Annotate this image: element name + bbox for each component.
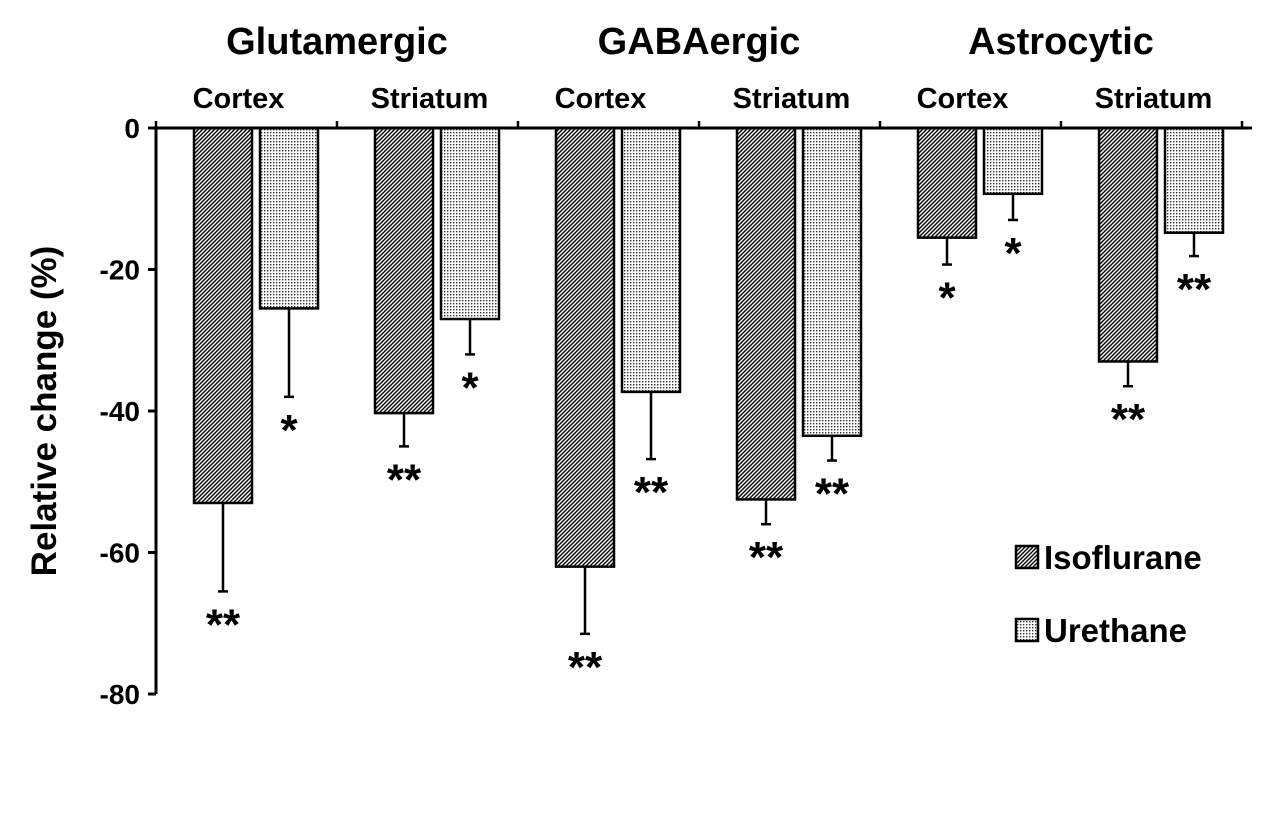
bar-isoflurane-1: [373, 126, 435, 415]
region-label: Striatum: [371, 83, 489, 115]
bar-isoflurane-2: [554, 126, 616, 568]
bar-urethane-2: [620, 126, 682, 394]
bar-isoflurane-4: [916, 126, 978, 239]
significance-marker: *: [938, 274, 956, 323]
bar-urethane-5: [1163, 126, 1225, 234]
significance-marker: *: [280, 406, 298, 455]
error-bars: [218, 193, 1199, 636]
y-tick-label: -40: [100, 396, 140, 427]
significance-marker: **: [206, 600, 241, 649]
legend-label: Isoflurane: [1044, 539, 1202, 576]
y-tick-label: -80: [100, 679, 140, 710]
bar-urethane-0: [258, 126, 320, 310]
significance-marker: **: [749, 533, 784, 582]
region-label: Striatum: [1095, 83, 1213, 115]
y-tick-label: 0: [124, 113, 140, 144]
region-labels: Cortex Striatum Cortex Striatum Cortex Striat…: [193, 83, 1213, 115]
significance-markers: *************** *****: [206, 229, 1212, 692]
region-label: Cortex: [193, 83, 285, 115]
significance-marker: **: [1111, 395, 1146, 444]
significance-marker: **: [815, 470, 850, 519]
significance-marker: **: [634, 468, 669, 517]
bar-isoflurane-0: [192, 126, 254, 505]
bar-urethane-4: [982, 126, 1044, 196]
x-axis: [154, 121, 1252, 130]
y-tick-label: -60: [100, 538, 140, 569]
legend-swatch-isoflurane: [1014, 544, 1040, 570]
group-label: Glutamergic: [226, 21, 448, 63]
group-labels: Glutamergic GABAergic Astrocytic: [226, 21, 1154, 63]
bar-isoflurane-5: [1097, 126, 1159, 363]
significance-marker: *: [1004, 229, 1022, 278]
y-tick-label: -20: [100, 255, 140, 286]
legend-label: Urethane: [1044, 612, 1187, 649]
bars: [192, 126, 1225, 568]
bar-isoflurane-3: [735, 126, 797, 501]
region-label: Cortex: [555, 83, 647, 115]
y-axis-title: Relative change (%): [25, 246, 64, 577]
significance-marker: **: [387, 455, 422, 504]
region-label: Cortex: [917, 83, 1009, 115]
group-label: GABAergic: [598, 21, 801, 63]
y-axis: 0 -20 -40 -60 -80: [100, 113, 158, 710]
legend: Isoflurane Urethane: [1014, 539, 1202, 649]
significance-marker: **: [1177, 265, 1212, 314]
bar-urethane-1: [439, 126, 501, 321]
significance-marker: **: [568, 643, 603, 692]
significance-marker: *: [461, 363, 479, 412]
region-label: Striatum: [733, 83, 851, 115]
group-label: Astrocytic: [968, 21, 1154, 63]
bar-urethane-3: [801, 126, 863, 438]
legend-swatch-urethane: [1014, 617, 1040, 643]
